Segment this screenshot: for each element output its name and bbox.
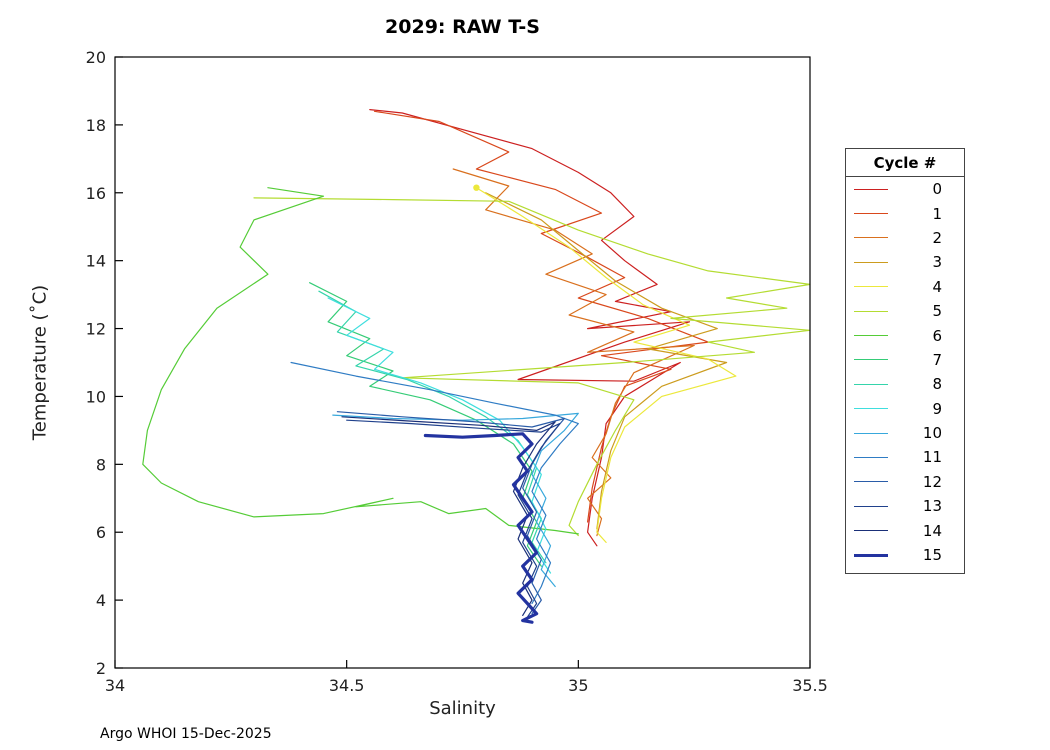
legend-line-sample	[854, 188, 888, 190]
series-line-cycle-11	[290, 361, 579, 605]
legend-entry: 4	[846, 275, 964, 299]
legend-entry: 9	[846, 397, 964, 421]
series-line-cycle-3	[485, 192, 728, 530]
legend-line-sample	[854, 481, 888, 483]
series-line-cycle-12	[336, 411, 566, 615]
legend-entry: 2	[846, 226, 964, 250]
y-axis-label: Temperature (˚C)	[29, 284, 51, 441]
x-tick-label: 35.5	[792, 676, 828, 695]
legend-entry-label: 4	[932, 277, 942, 296]
series-line-cycle-6	[142, 187, 579, 535]
legend-line-sample	[854, 213, 888, 215]
footer-text: Argo WHOI 15-Dec-2025	[100, 726, 272, 742]
legend-entry: 8	[846, 372, 964, 396]
legend-entry-label: 0	[932, 180, 942, 199]
y-tick-label: 20	[86, 48, 106, 67]
legend-line-sample	[854, 456, 888, 458]
legend-entry: 5	[846, 299, 964, 323]
series-line-cycle-14	[341, 416, 556, 617]
y-tick-label: 6	[96, 523, 106, 542]
legend-entry-label: 11	[922, 448, 942, 467]
legend-line-sample	[854, 530, 888, 532]
series-line-cycle-2	[452, 168, 695, 537]
legend-entry-label: 14	[922, 521, 942, 540]
axes-box	[114, 56, 811, 669]
series-line-cycle-9	[327, 297, 552, 574]
legend-line-sample	[854, 286, 888, 288]
y-tick-label: 4	[96, 591, 106, 610]
x-tick-label: 35	[568, 676, 588, 695]
legend-entry-label: 7	[932, 350, 942, 369]
series-line-cycle-10	[332, 412, 579, 588]
legend-line-sample	[854, 505, 888, 507]
y-tick-label: 8	[96, 455, 106, 474]
series-line-cycle-5	[253, 197, 811, 537]
legend: Cycle # 0 1 2 3 4 5 6 7 8 9 10 11 12 13 14 15	[845, 148, 965, 575]
legend-entry-label: 13	[922, 497, 942, 516]
legend-line-sample	[854, 408, 888, 410]
legend-entries: 0 1 2 3 4 5 6 7 8 9 10 11 12 13 14 15	[846, 177, 964, 567]
legend-entry-label: 15	[922, 546, 942, 565]
legend-line-sample	[854, 237, 888, 239]
legend-entry-label: 3	[932, 253, 942, 272]
legend-entry: 0	[846, 177, 964, 201]
series-line-cycle-1	[373, 110, 709, 523]
y-tick-label: 12	[86, 320, 106, 339]
legend-line-sample	[854, 261, 888, 263]
legend-entry-label: 2	[932, 228, 942, 247]
legend-entry: 7	[846, 348, 964, 372]
x-tick-label: 34.5	[329, 676, 365, 695]
legend-line-sample	[854, 335, 888, 337]
legend-line-sample	[854, 432, 888, 434]
series-marker-cycle-4	[473, 184, 480, 191]
legend-entry: 1	[846, 201, 964, 225]
series-line-cycle-0	[369, 108, 691, 547]
legend-entry: 12	[846, 470, 964, 494]
legend-entry-label: 6	[932, 326, 942, 345]
legend-entry: 3	[846, 250, 964, 274]
y-tick-label: 10	[86, 387, 106, 406]
y-tick-label: 16	[86, 184, 106, 203]
legend-entry-label: 1	[932, 204, 942, 223]
legend-entry: 13	[846, 494, 964, 518]
y-tick-label: 18	[86, 116, 106, 135]
legend-entry: 15	[846, 543, 964, 567]
x-axis-label: Salinity	[429, 698, 496, 719]
legend-entry: 14	[846, 518, 964, 542]
legend-line-sample	[854, 359, 888, 361]
legend-entry-label: 8	[932, 375, 942, 394]
chart-title: 2029: RAW T-S	[385, 16, 540, 38]
legend-entry-label: 10	[922, 424, 942, 443]
legend-entry-label: 5	[932, 302, 942, 321]
legend-line-sample	[854, 310, 888, 312]
legend-entry: 10	[846, 421, 964, 445]
series-line-cycle-4	[475, 187, 737, 544]
legend-line-sample	[854, 383, 888, 385]
legend-entry-label: 12	[922, 472, 942, 491]
y-tick-label: 14	[86, 252, 106, 271]
legend-entry: 6	[846, 323, 964, 347]
series-line-cycle-15	[423, 432, 539, 624]
x-tick-label: 34	[105, 676, 125, 695]
legend-entry-label: 9	[932, 399, 942, 418]
y-tick-label: 2	[96, 659, 106, 678]
legend-entry: 11	[846, 445, 964, 469]
legend-title: Cycle #	[846, 149, 964, 177]
legend-line-sample	[854, 553, 888, 557]
